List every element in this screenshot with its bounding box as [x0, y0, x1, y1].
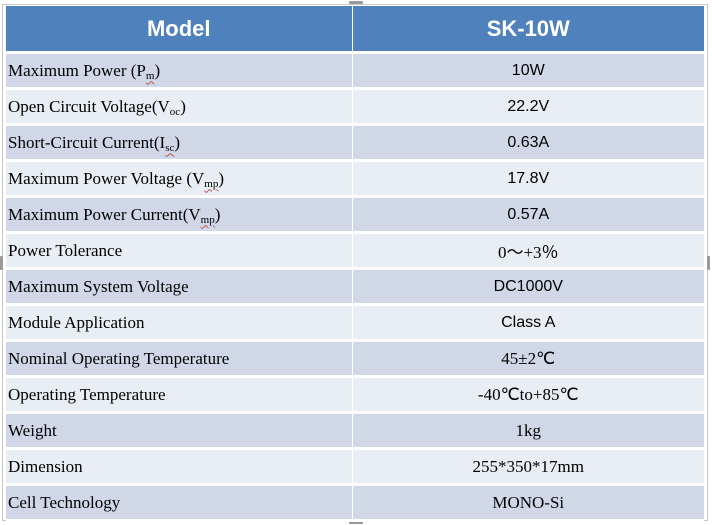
resize-handle-top[interactable] — [349, 1, 363, 4]
value-nominal-operating-temperature: 45±2℃ — [352, 340, 704, 378]
header-model-value: SK-10W — [352, 6, 704, 54]
resize-handle-right[interactable] — [707, 256, 710, 270]
value-maximum-system-voltage: DC1000V — [352, 268, 704, 306]
value-operating-temperature: -40℃to+85℃ — [352, 376, 704, 414]
param-maximum-power: Maximum Power (Pm) — [6, 52, 353, 90]
table-row: Open Circuit Voltage(Voc) 22.2V — [6, 88, 704, 126]
param-short-circuit-current: Short-Circuit Current(Isc) — [6, 124, 353, 162]
table-row: Weight 1kg — [6, 412, 704, 450]
param-open-circuit-voltage: Open Circuit Voltage(Voc) — [6, 88, 353, 126]
header-row: Model SK-10W — [6, 6, 704, 54]
param-cell-technology: Cell Technology — [6, 484, 353, 522]
param-maximum-power-current: Maximum Power Current(Vmp) — [6, 196, 353, 234]
value-open-circuit-voltage: 22.2V — [352, 88, 704, 126]
table-row: Dimension 255*350*17mm — [6, 448, 704, 486]
value-module-application: Class A — [352, 304, 704, 342]
param-operating-temperature: Operating Temperature — [6, 376, 353, 414]
param-dimension: Dimension — [6, 448, 353, 486]
param-maximum-system-voltage: Maximum System Voltage — [6, 268, 353, 306]
param-weight: Weight — [6, 412, 353, 450]
value-maximum-power-current: 0.57A — [352, 196, 704, 234]
value-cell-technology: MONO-Si — [352, 484, 704, 522]
value-power-tolerance: 0～+3％ — [352, 232, 704, 270]
table-row: Maximum Power Voltage (Vmp) 17.8V — [6, 160, 704, 198]
param-power-tolerance: Power Tolerance — [6, 232, 353, 270]
value-maximum-power-voltage: 17.8V — [352, 160, 704, 198]
table-row: Module Application Class A — [6, 304, 704, 342]
table-row: Power Tolerance 0～+3％ — [6, 232, 704, 270]
spec-table: Model SK-10W Maximum Power (Pm) 10W Open… — [6, 6, 704, 522]
param-module-application: Module Application — [6, 304, 353, 342]
value-weight: 1kg — [352, 412, 704, 450]
param-maximum-power-voltage: Maximum Power Voltage (Vmp) — [6, 160, 353, 198]
table-row: Operating Temperature -40℃to+85℃ — [6, 376, 704, 414]
table-row: Nominal Operating Temperature 45±2℃ — [6, 340, 704, 378]
header-model: Model — [6, 6, 353, 54]
table-row: Maximum Power (Pm) 10W — [6, 52, 704, 90]
table-row: Cell Technology MONO-Si — [6, 484, 704, 522]
resize-handle-bottom[interactable] — [349, 521, 363, 524]
table-row: Maximum Power Current(Vmp) 0.57A — [6, 196, 704, 234]
table-row: Short-Circuit Current(Isc) 0.63A — [6, 124, 704, 162]
resize-handle-left[interactable] — [0, 256, 3, 270]
value-dimension[interactable]: 255*350*17mm — [352, 448, 704, 486]
value-short-circuit-current: 0.63A — [352, 124, 704, 162]
value-maximum-power: 10W — [352, 52, 704, 90]
param-nominal-operating-temperature: Nominal Operating Temperature — [6, 340, 353, 378]
table-row: Maximum System Voltage DC1000V — [6, 268, 704, 306]
